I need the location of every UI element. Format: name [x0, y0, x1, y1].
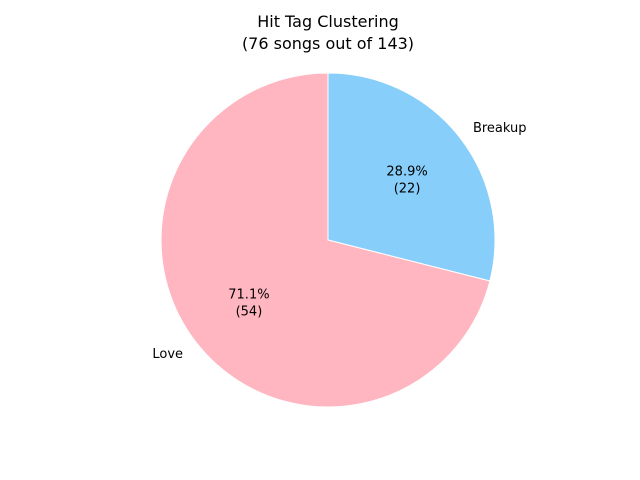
slice-count-breakup: (22): [394, 181, 421, 196]
chart-title: Hit Tag Clustering: [257, 12, 399, 31]
pie-slice-love: [160, 72, 491, 408]
pie-slices: [160, 72, 496, 408]
slice-percent-love: 71.1%: [228, 288, 269, 303]
slice-label-breakup: Breakup: [473, 121, 527, 136]
slice-count-love: (54): [236, 305, 263, 320]
slice-percent-breakup: 28.9%: [386, 164, 427, 179]
pie-slice-breakup: [327, 72, 496, 282]
pie-labels: Breakup 28.9% (22) Love 71.1% (54): [152, 121, 526, 362]
slice-label-love: Love: [152, 347, 183, 362]
chart-subtitle: (76 songs out of 143): [242, 34, 414, 53]
